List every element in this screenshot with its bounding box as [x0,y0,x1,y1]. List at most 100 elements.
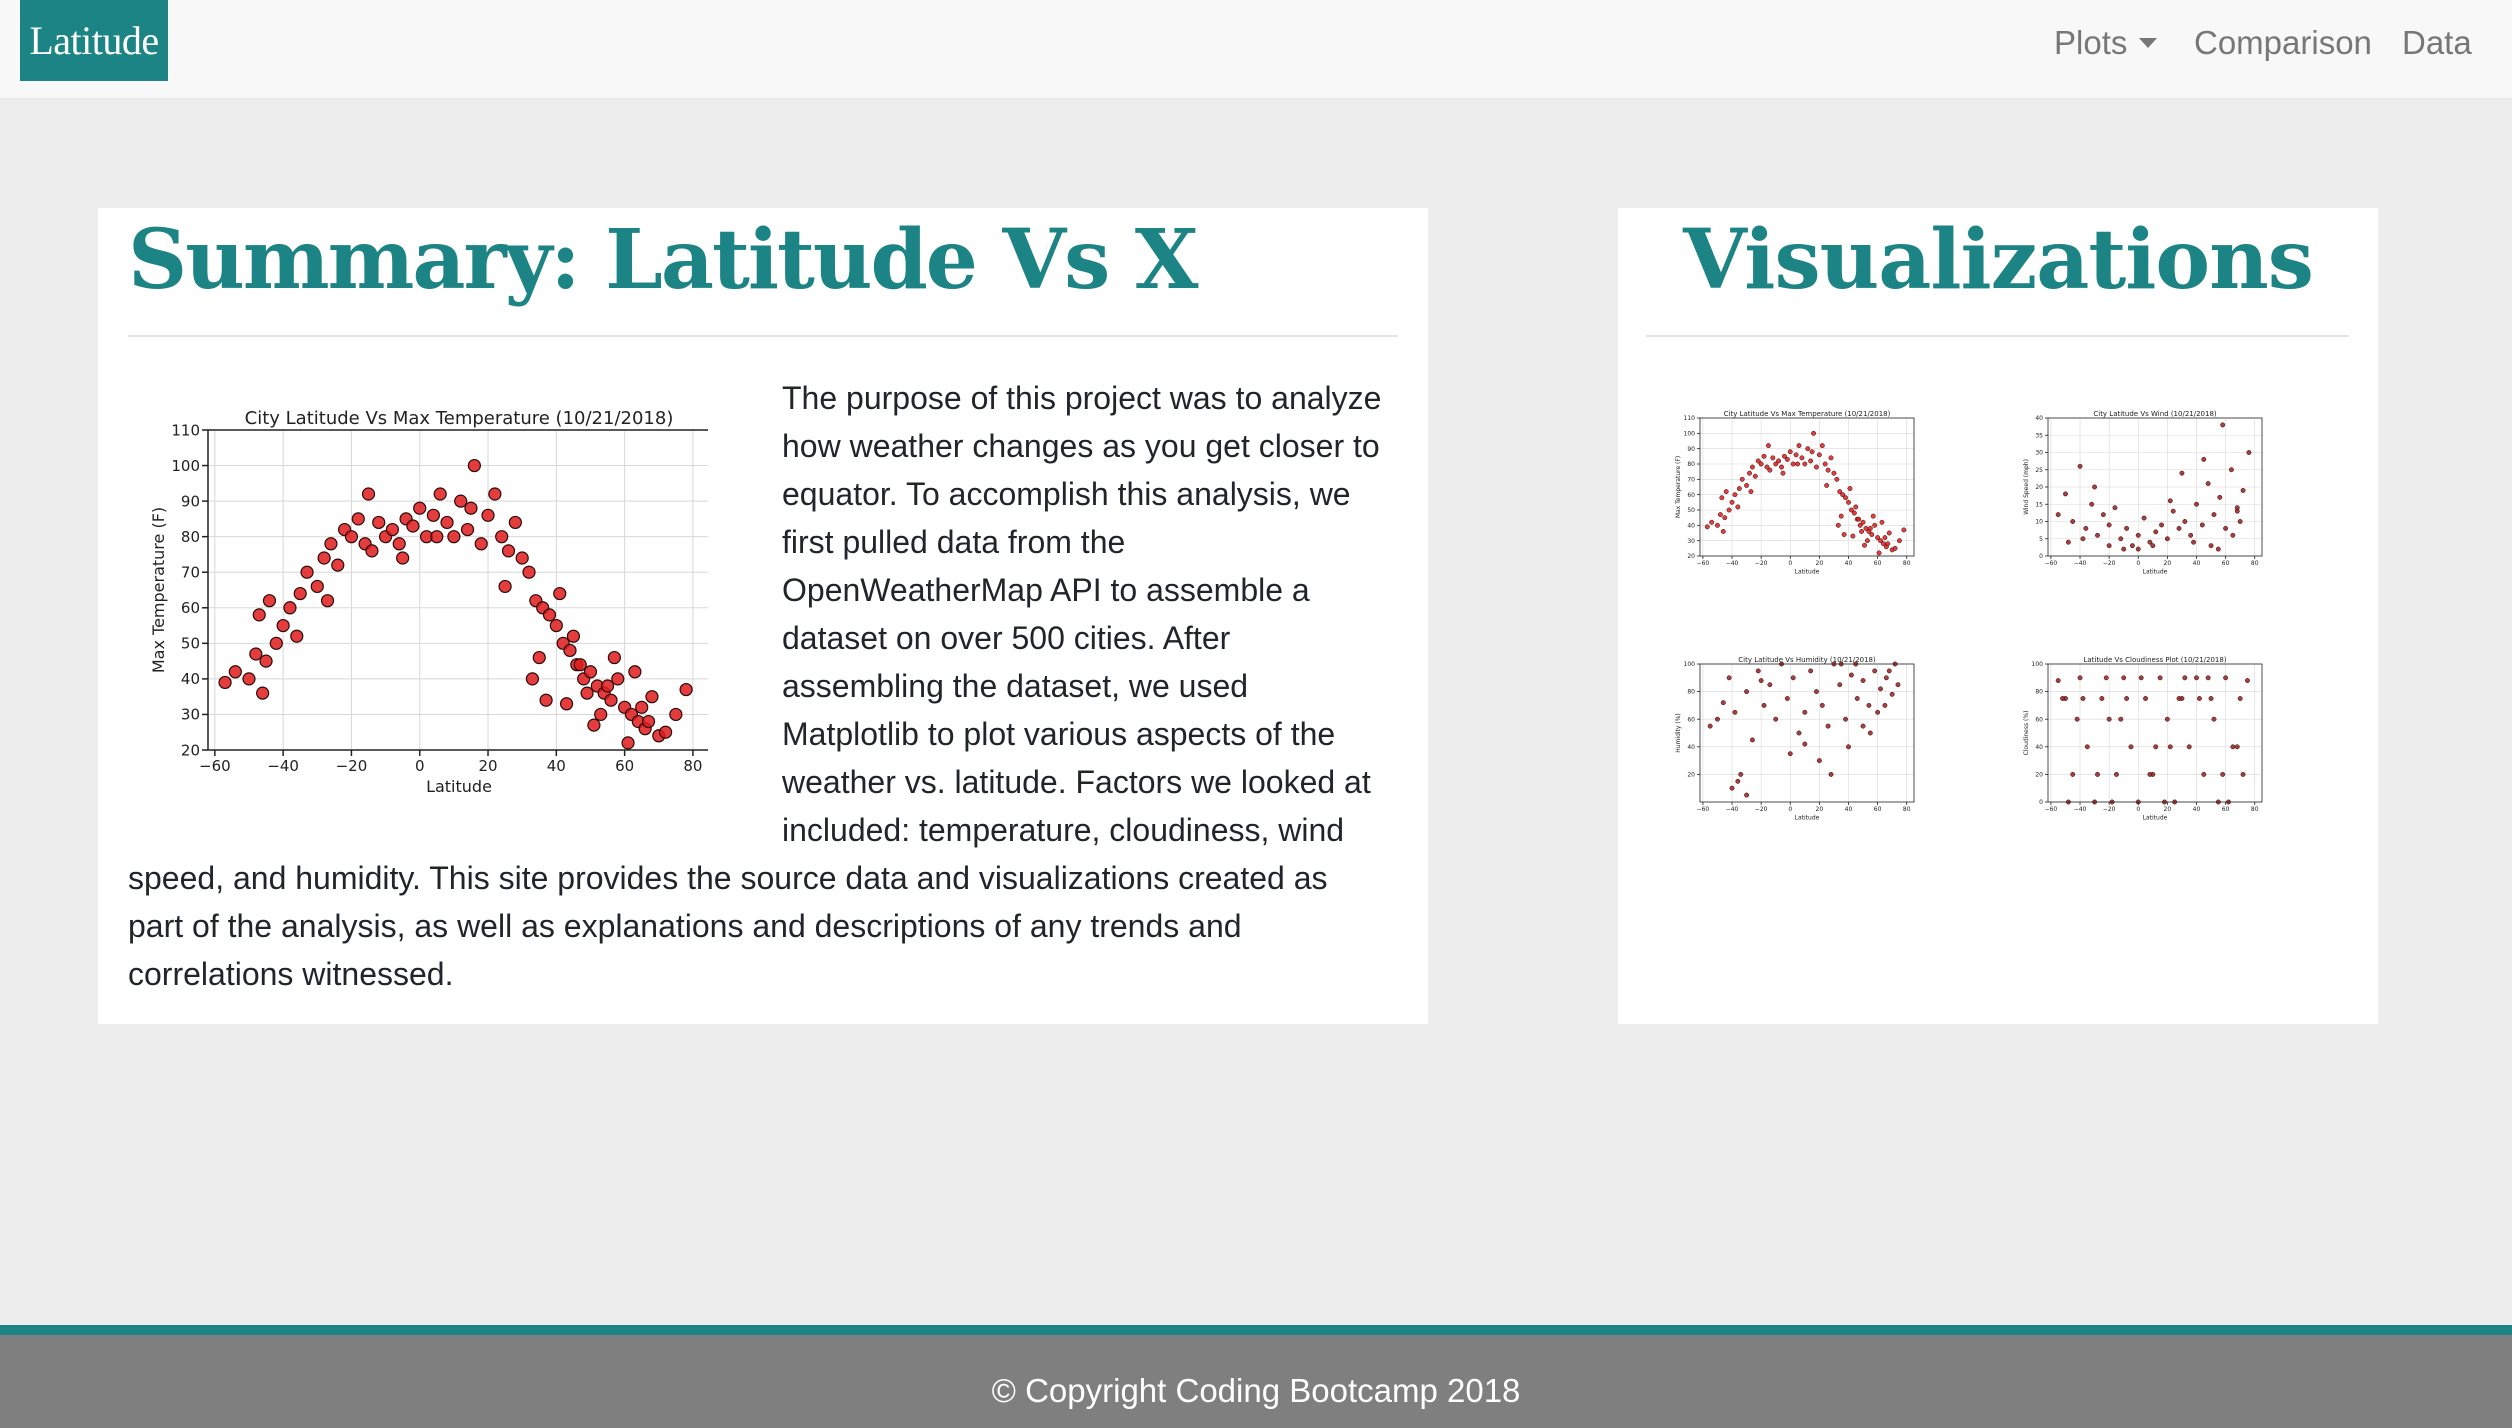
data-point [259,654,273,668]
data-point [2240,771,2246,777]
y-tick-label: 35 [2035,432,2043,439]
data-point [1761,453,1767,459]
data-point [2135,546,2141,552]
data-point [1715,716,1720,722]
y-axis-label: Max Temperature (F) [149,507,168,673]
data-point [1848,672,1854,678]
x-tick-label: −20 [2103,806,2116,813]
data-point [447,530,461,544]
data-point [1860,723,1866,729]
chart-title: City Latitude Vs Max Temperature (10/21/… [245,408,674,429]
nav-comparison-link[interactable]: Comparison [2194,24,2372,61]
data-point [1752,473,1758,479]
data-point [559,697,574,711]
data-point [2220,771,2226,777]
max-temperature-chart[interactable]: −60 −40 −20 0 20 40 60 80 20 30 40 50 60 70 80 90 100 110… [128,390,708,810]
data-point [1802,741,1808,747]
data-point [249,647,263,661]
data-point [1744,689,1750,695]
x-tick-label: 20 [478,757,497,775]
humidity-thumbnail-chart[interactable]: −60 −40 −20 0 20 40 60 80 20 40 60 80 100 City Latitu… [1670,654,1920,830]
data-point [1875,709,1881,715]
data-point [2060,696,2066,701]
data-point [1864,538,1870,544]
y-tick-label: 100 [171,457,200,475]
data-point [1856,516,1862,522]
data-point [228,665,242,679]
x-axis-label: Latitude [2143,814,2168,821]
data-point [372,515,386,530]
data-point [396,551,410,565]
y-tick-label: 30 [2035,450,2043,457]
data-point [481,508,495,522]
y-tick-label: 5 [2039,536,2043,543]
data-point [1767,467,1773,473]
summary-line: included: temperature, cloudiness, wind [782,812,1345,848]
x-tick-label: −40 [1726,560,1739,567]
data-point [351,512,365,526]
data-point [1729,499,1735,505]
plot-frame [1699,663,1915,803]
data-point [1747,470,1752,476]
data-point [290,629,304,643]
y-tick-label: 60 [2035,716,2043,723]
summary-panel: Summary: Latitude Vs X −60 −40 −20 0 20 40 60 8… [98,208,1428,1024]
data-points [218,458,693,750]
data-point [2089,501,2095,507]
data-point [1837,682,1843,688]
data-point [1828,455,1834,461]
data-point [2234,744,2240,750]
data-point [2182,675,2188,681]
x-tick-label: 80 [1903,560,1911,567]
data-point [1709,519,1715,525]
data-point [1853,504,1859,510]
data-point [1795,461,1800,467]
data-point [1816,452,1822,458]
data-point [1819,443,1825,449]
data-point [2113,771,2119,777]
data-point [1808,668,1814,674]
x-tick-label: 20 [1816,560,1824,567]
temperature-thumbnail-chart[interactable]: −60 −40 −20 0 20 40 60 80 20 30 40 50 60 70 80 90 100 110… [1670,408,1920,584]
data-point [426,508,440,522]
data-point [1824,483,1830,488]
data-point [2080,696,2086,701]
grid [1700,417,1914,557]
data-point [2201,456,2207,462]
data-point [331,558,345,572]
y-tick-label: 20 [1687,772,1695,779]
x-tick-label: 60 [1874,806,1882,813]
data-point [1739,476,1745,482]
x-tick-label: −20 [2103,560,2116,567]
brand-logo-link[interactable]: Latitude [20,0,168,81]
data-point [2205,675,2211,681]
cloudiness-thumbnail-chart[interactable]: −60 −40 −20 0 20 40 60 80 0 20 40 60 80 100 Latitude V… [2018,654,2268,830]
x-tick-label: 80 [683,757,702,775]
x-tick-label: 0 [2136,806,2140,813]
wind-thumbnail-chart[interactable]: −60 −40 −20 0 20 40 60 80 0 5 10 15 20 25 30 35 40 City L… [2018,408,2268,584]
data-point [1767,682,1773,688]
y-tick-label: 80 [1687,689,1695,696]
data-point [1843,495,1849,501]
data-point [1799,455,1805,461]
x-tick-label: 60 [2222,806,2230,813]
data-point [2103,675,2109,681]
data-point [679,682,693,697]
y-tick-label: 0 [2039,553,2043,560]
x-axis-label: Latitude [426,777,492,796]
nav-plots-dropdown[interactable]: Plots [2054,20,2158,66]
data-point [2143,696,2148,701]
nav-data-link[interactable]: Data [2402,24,2472,61]
data-point [1859,529,1865,534]
x-tick-label: 0 [1788,560,1792,567]
y-tick-label: 15 [2035,501,2043,508]
data-point [1879,519,1885,525]
data-point [607,650,621,665]
data-point [440,515,454,530]
data-point [252,608,266,622]
data-points [1704,430,1907,556]
data-point [474,537,488,551]
data-point [1744,483,1750,488]
x-tick-label: 20 [2164,806,2172,813]
summary-line: weather vs. latitude. Factors we looked … [782,764,1371,800]
